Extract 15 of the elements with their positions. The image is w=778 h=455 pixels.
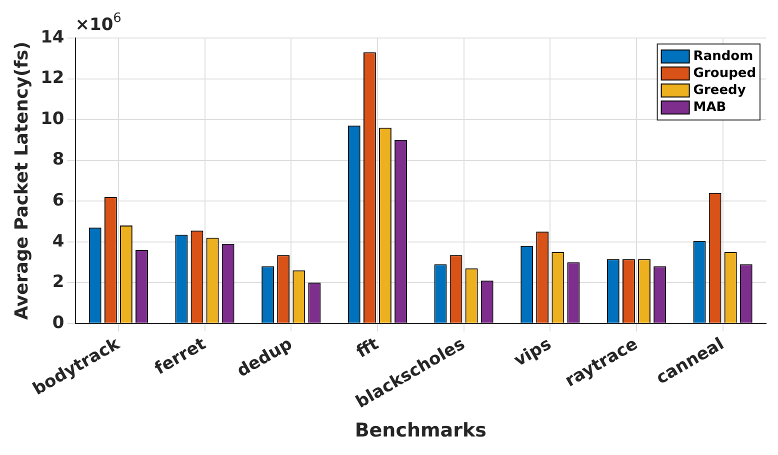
y-tick-label: 6 [52, 190, 64, 210]
legend-label: Grouped [693, 66, 756, 81]
y-tick-label: 8 [52, 150, 64, 170]
y-tick-label: 2 [52, 272, 64, 292]
x-axis-title: Benchmarks [354, 420, 486, 442]
y-tick-label: 4 [52, 231, 64, 252]
y-tick-label: 14 [40, 27, 64, 48]
y-tick-label: 0 [52, 312, 64, 333]
y-tick-label: 10 [40, 108, 64, 129]
legend-label: Random [693, 48, 754, 64]
y-axis-title: Average Packet Latency(fs) [11, 42, 32, 320]
x-tick-label: vips [510, 334, 555, 371]
y-tick-label: 12 [40, 68, 64, 88]
legend-label: Greedy [693, 82, 746, 98]
legend-label: MAB [693, 100, 726, 115]
